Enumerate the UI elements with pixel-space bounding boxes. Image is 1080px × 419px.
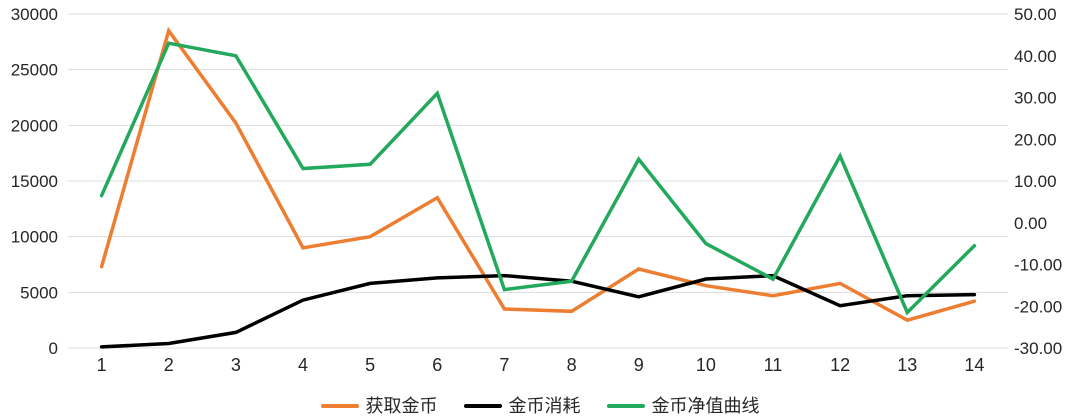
right-axis-tick: -20.00 [1014, 297, 1062, 316]
left-axis-tick: 10000 [11, 228, 58, 247]
x-axis-tick: 1 [97, 355, 107, 375]
x-axis-tick: 6 [432, 355, 442, 375]
legend-label: 获取金币 [365, 396, 438, 416]
left-axis-tick: 5000 [20, 283, 58, 302]
right-axis-tick: 20.00 [1014, 130, 1057, 149]
x-axis-tick: 14 [964, 355, 984, 375]
legend-item-2: 金币净值曲线 [606, 396, 760, 416]
x-axis-tick: 4 [298, 355, 308, 375]
right-axis-tick: -30.00 [1014, 339, 1062, 358]
left-axis-tick: 20000 [11, 116, 58, 135]
right-axis-tick: 30.00 [1014, 89, 1057, 108]
x-axis-tick: 7 [499, 355, 509, 375]
x-axis-tick: 5 [365, 355, 375, 375]
x-axis-tick: 8 [567, 355, 577, 375]
left-axis-tick: 15000 [11, 172, 58, 191]
legend-item-0: 获取金币 [320, 396, 438, 416]
legend-item-1: 金币消耗 [463, 396, 581, 416]
x-axis-tick: 9 [634, 355, 644, 375]
legend-label: 金币消耗 [508, 396, 581, 416]
legend-swatch-icon [463, 404, 502, 408]
x-axis-tick: 12 [830, 355, 850, 375]
right-axis-tick: -10.00 [1014, 256, 1062, 275]
x-axis-tick: 2 [164, 355, 174, 375]
legend: 获取金币 金币消耗 金币净值曲线 [0, 397, 1080, 415]
x-axis-tick: 13 [897, 355, 917, 375]
series-line-0 [99, 26, 977, 323]
right-axis-tick: 0.00 [1014, 214, 1047, 233]
x-axis-tick: 3 [231, 355, 241, 375]
x-axis-tick: 10 [696, 355, 716, 375]
x-axis-tick: 11 [764, 355, 783, 375]
right-axis-tick: 50.00 [1014, 5, 1057, 24]
right-axis-tick: 40.00 [1014, 47, 1057, 66]
left-axis-tick: 0 [49, 339, 58, 358]
legend-label: 金币净值曲线 [651, 396, 760, 416]
left-axis-tick: 25000 [11, 61, 58, 80]
legend-swatch-icon [606, 404, 645, 408]
legend-swatch-icon [320, 404, 359, 408]
series-line-1 [99, 273, 977, 349]
left-axis-tick: 30000 [11, 5, 58, 24]
series-line-2 [99, 41, 977, 316]
right-axis-tick: 10.00 [1014, 172, 1057, 191]
